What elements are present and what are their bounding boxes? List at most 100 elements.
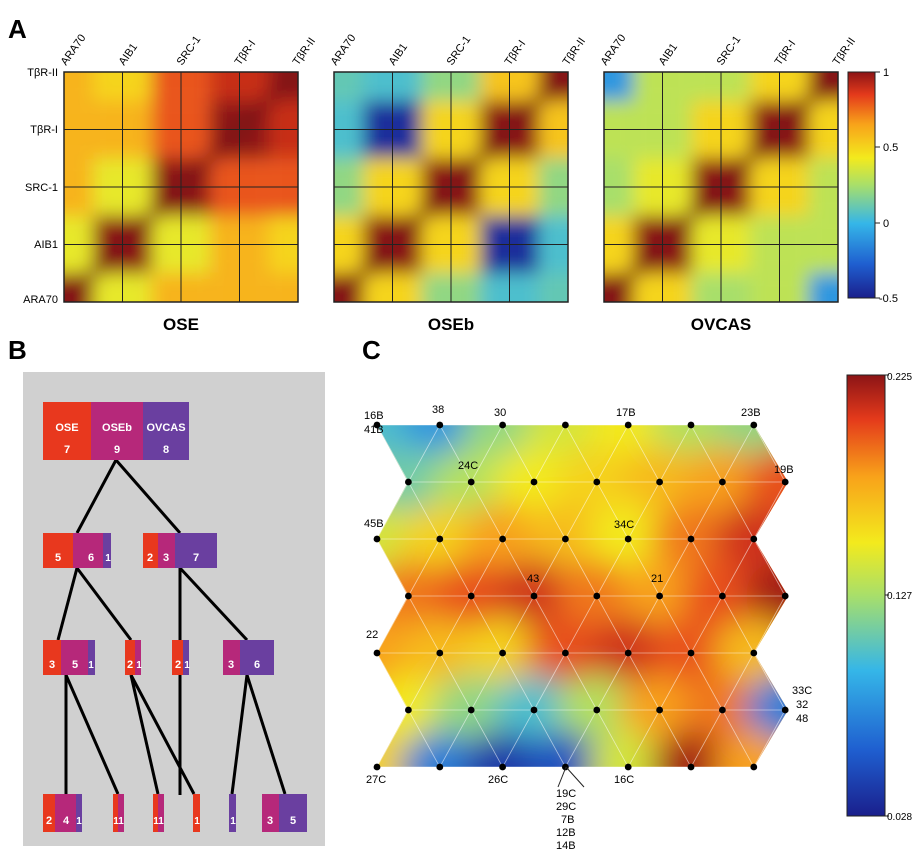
panel-c-letter: C xyxy=(362,335,381,365)
som-cell-0-3 xyxy=(525,425,606,461)
som-mesh-line xyxy=(753,595,786,654)
som-cell-6-2 xyxy=(462,731,543,767)
tree-node-l3-d: 1 xyxy=(193,794,200,832)
som-node-labels: 16B 41B 38 30 17B 23B 19B 24C 45B 34C 43… xyxy=(364,404,812,852)
heatmap-ose-cell-4-0 xyxy=(268,273,298,302)
som-mesh-line xyxy=(659,538,692,597)
node-label-43: 43 xyxy=(527,573,539,585)
ose-xlabel-src1: SRC-1 xyxy=(175,34,204,68)
som-mesh-line xyxy=(659,709,692,767)
som-mesh-line xyxy=(502,709,535,767)
som-cell-4-0 xyxy=(377,617,417,689)
root-count-oseb: 9 xyxy=(114,444,120,456)
som-mesh-line xyxy=(690,538,723,597)
som-node-4-2 xyxy=(499,649,506,657)
som-node-3-4 xyxy=(656,592,663,600)
som-cell-6-5 xyxy=(651,731,731,767)
l3-b-count-oseb: 1 xyxy=(118,816,124,827)
som-mesh-line xyxy=(722,481,755,540)
som-cell-6-0 xyxy=(377,731,417,767)
som-cell-6-3 xyxy=(525,731,606,767)
som-mesh-line xyxy=(502,595,535,654)
ose-xlabel-ara70: ARA70 xyxy=(59,32,89,67)
l3-a-count-oseb: 4 xyxy=(63,815,70,827)
ovcas-xlabel-src1: SRC-1 xyxy=(715,34,744,68)
node-label-38: 38 xyxy=(432,404,444,416)
callout-line-left xyxy=(557,766,567,788)
l2-a-count-ovcas: 1 xyxy=(88,660,94,671)
som-cell-0-1 xyxy=(399,425,480,461)
colorbar-a-tick-0: 0 xyxy=(883,218,889,230)
som-mesh-line xyxy=(690,425,723,483)
som-node-2-1 xyxy=(436,535,444,543)
som-mesh-line xyxy=(439,538,472,597)
som-mesh-line xyxy=(690,709,723,767)
tree-node-l2-b: 2 1 xyxy=(125,640,142,675)
l3-d-count-ose: 1 xyxy=(194,816,200,827)
node-label-45b: 45B xyxy=(364,518,384,530)
l2-c-count-ose: 2 xyxy=(175,659,181,671)
root-label-ose: OSE xyxy=(55,422,78,434)
heatmap-oseb xyxy=(333,71,569,303)
som-mesh-line xyxy=(753,481,786,540)
som-mesh-line xyxy=(596,538,629,597)
tree-root-node: OSE OSEb OVCAS 7 9 8 xyxy=(43,402,189,460)
som-node-4-4 xyxy=(624,649,632,657)
ose-xlabel-tbr2: TβR-II xyxy=(291,36,318,68)
som-mesh-line xyxy=(408,538,441,597)
som-node-1-5 xyxy=(719,478,726,486)
l2-a-count-oseb: 5 xyxy=(72,659,78,671)
node-label-23b: 23B xyxy=(741,407,761,419)
som-mesh-line xyxy=(753,709,786,767)
oseb-xlabel-ara70: ARA70 xyxy=(329,32,359,67)
som-node-1-6 xyxy=(781,478,789,486)
som-mesh-line xyxy=(627,652,660,711)
som-node-3-0 xyxy=(405,592,412,600)
som-mesh-line xyxy=(502,538,535,597)
root-count-ovcas: 8 xyxy=(163,444,169,456)
som-mesh-line xyxy=(408,481,441,540)
som-mesh-line xyxy=(627,538,660,597)
som-node-0-2 xyxy=(499,421,506,429)
node-label-22: 22 xyxy=(366,629,378,641)
som-mesh-line xyxy=(408,709,441,767)
heatmap-ose-frame xyxy=(63,71,299,303)
som-mesh-line xyxy=(690,481,723,540)
l1-left-count-oseb: 6 xyxy=(88,552,94,564)
som-mesh-line xyxy=(690,652,723,711)
ovcas-xlabel-tbr1: TβR-I xyxy=(773,38,799,68)
ose-xlabel-aib1: AIB1 xyxy=(117,41,141,67)
som-node-0-6 xyxy=(750,421,758,429)
node-label-33c: 33C xyxy=(792,685,812,697)
som-cell-0-5 xyxy=(651,425,731,461)
som-node-5-4 xyxy=(656,706,663,714)
som-mesh-line xyxy=(470,652,503,711)
som-mesh-line xyxy=(565,652,598,711)
oseb-xlabel-tbr1: TβR-I xyxy=(503,38,529,68)
heatmap-oseb-cell-4-0 xyxy=(538,273,568,302)
som-mesh-line xyxy=(533,709,566,767)
node-label-32: 32 xyxy=(796,699,808,711)
root-label-ovcas: OVCAS xyxy=(146,422,185,434)
som-mesh-line xyxy=(722,652,755,711)
tree-node-l1-right: 2 3 7 xyxy=(143,533,217,568)
l3-c-count-oseb: 1 xyxy=(158,816,164,827)
heatmap-ose xyxy=(63,71,299,303)
som-cell-0-2 xyxy=(462,425,543,461)
som-node-1-1 xyxy=(467,478,475,486)
som-node-0-1 xyxy=(436,421,444,429)
ovcas-xlabel-aib1: AIB1 xyxy=(657,41,681,67)
node-label-34c: 34C xyxy=(614,519,634,531)
som-mesh-line xyxy=(470,595,503,654)
heatmap-ovcas xyxy=(603,71,839,303)
som-cell-0-0 xyxy=(377,425,417,461)
som-node-5-5 xyxy=(719,706,726,714)
som-mesh-line xyxy=(596,481,629,540)
som-node-6-4 xyxy=(624,763,632,771)
som-mesh-line xyxy=(690,595,723,654)
ylabel-src1: SRC-1 xyxy=(25,182,58,194)
som-node-4-5 xyxy=(687,649,695,657)
som-node-3-5 xyxy=(719,592,726,600)
heatmap-oseb-cell-0-4 xyxy=(334,72,364,101)
